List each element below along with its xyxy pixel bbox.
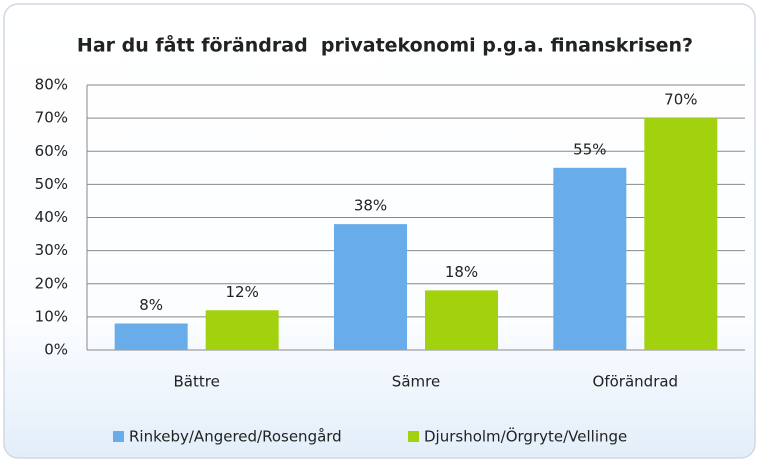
y-tick-label: 40% <box>35 208 68 226</box>
y-tick-label: 30% <box>35 241 68 259</box>
legend-label: Djursholm/Örgryte/Vellinge <box>424 427 627 446</box>
data-label: 18% <box>445 263 478 281</box>
chart-title: Har du fått förändrad privatekonomi p.g.… <box>77 33 693 57</box>
y-tick-label: 0% <box>44 341 68 359</box>
bar <box>205 310 279 350</box>
bar <box>425 290 498 350</box>
y-tick-label: 80% <box>35 76 68 94</box>
data-label: 55% <box>573 140 606 158</box>
y-tick-label: 20% <box>35 274 68 292</box>
bar <box>553 167 627 350</box>
bar <box>334 224 407 350</box>
y-tick-label: 70% <box>35 109 68 127</box>
bar <box>114 323 188 350</box>
y-tick-label: 10% <box>35 307 68 325</box>
data-label: 12% <box>225 283 258 301</box>
legend-swatch <box>408 431 419 442</box>
x-tick-label: Oförändrad <box>593 373 679 391</box>
bar <box>644 118 718 350</box>
data-label: 70% <box>664 91 697 109</box>
y-tick-label: 60% <box>35 142 68 160</box>
legend-swatch <box>113 431 124 442</box>
data-label: 38% <box>354 197 387 215</box>
legend-label: Rinkeby/Angered/Rosengård <box>129 428 342 446</box>
x-tick-label: Bättre <box>174 373 220 391</box>
x-tick-label: Sämre <box>392 373 440 391</box>
y-tick-label: 50% <box>35 175 68 193</box>
data-label: 8% <box>139 296 163 314</box>
